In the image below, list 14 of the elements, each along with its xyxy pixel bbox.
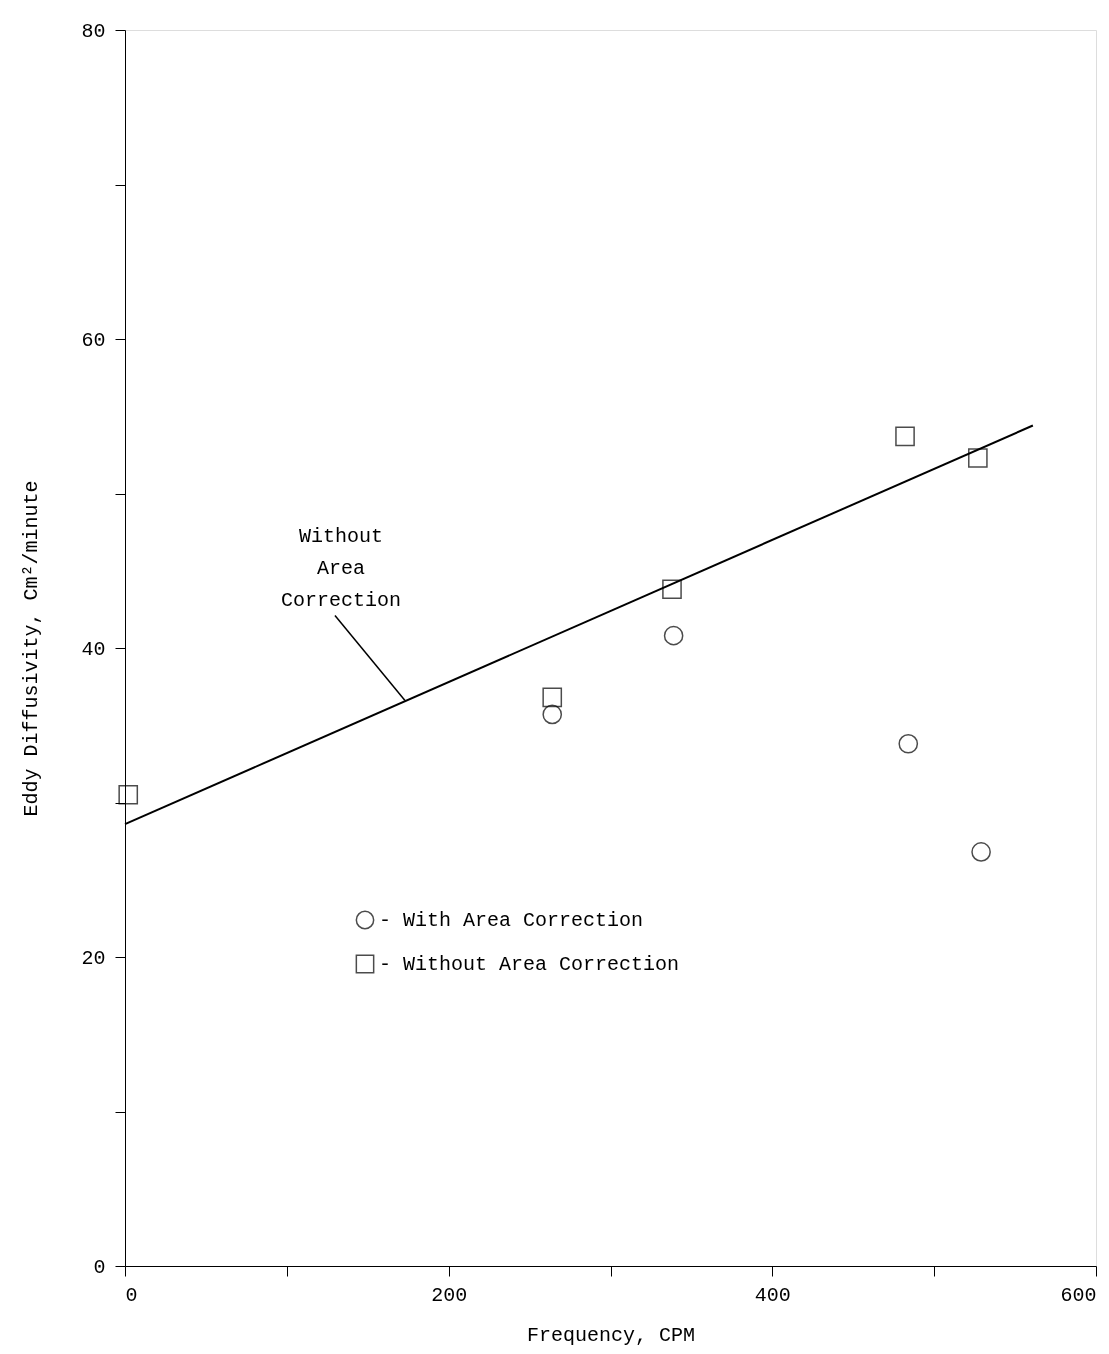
y-tick-label: 0 (93, 1255, 106, 1279)
x-tick-label: 0 (125, 1283, 138, 1307)
x-axis-title: Frequency, CPM (526, 1323, 696, 1347)
annotation: Without Area Correction (280, 524, 401, 612)
legend-label: - Without Area Correction (379, 953, 680, 976)
y-tick-label: 40 (81, 637, 106, 661)
y-axis-title: Eddy Diffusivity, Cm²/minute (20, 480, 44, 817)
y-tick-label: 80 (81, 19, 106, 43)
y-tick-label: 60 (81, 328, 106, 352)
x-tick-label: 600 (1060, 1283, 1097, 1307)
x-tick-label: 200 (431, 1283, 468, 1307)
y-tick-label: 20 (81, 946, 106, 970)
x-tick-label: 400 (754, 1283, 791, 1307)
legend-label: - With Area Correction (379, 909, 644, 932)
